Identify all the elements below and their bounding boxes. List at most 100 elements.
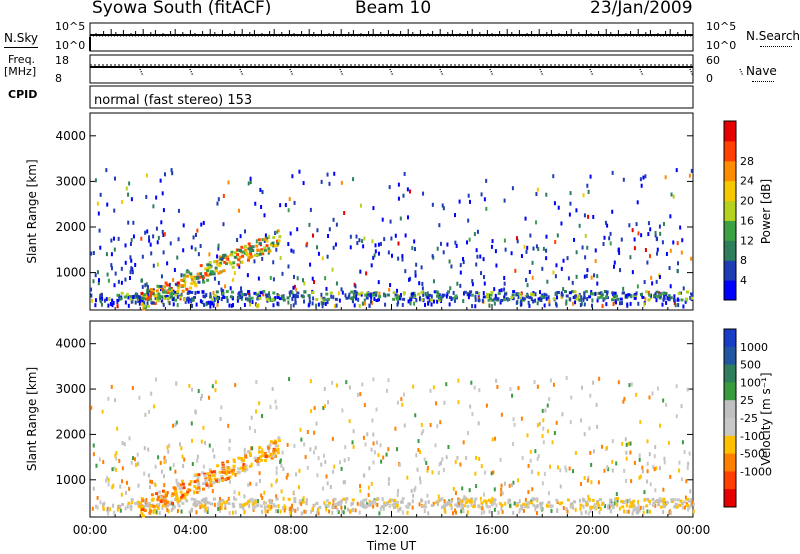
echo-cell: [354, 284, 357, 289]
echo-cell: [375, 292, 378, 297]
echo-cell: [588, 295, 592, 299]
echo-cell: [664, 291, 668, 295]
echo-cell: [332, 245, 335, 250]
echo-cell: [635, 222, 638, 227]
echo-cell: [115, 467, 118, 472]
echo-cell: [596, 424, 599, 429]
echo-cell: [263, 490, 266, 495]
echo-cell: [620, 301, 623, 306]
echo-cell: [285, 475, 288, 480]
echo-cell: [140, 236, 143, 241]
echo-cell: [158, 511, 161, 516]
echo-cell: [482, 257, 485, 262]
echo-cell: [193, 485, 197, 489]
echo-cell: [393, 505, 397, 509]
echo-cell: [353, 289, 357, 293]
echo-cell: [681, 238, 684, 243]
echo-cell: [227, 423, 230, 428]
echo-cell: [374, 243, 377, 248]
echo-cell: [217, 271, 221, 275]
echo-cell: [559, 484, 562, 489]
echo-cell: [581, 385, 584, 390]
echo-cell: [123, 442, 126, 447]
echo-cell: [259, 187, 262, 192]
echo-cell: [110, 266, 113, 271]
echo-cell: [191, 462, 194, 467]
echo-cell: [384, 503, 388, 507]
echo-cell: [384, 293, 387, 298]
echo-cell: [571, 469, 574, 474]
echo-cell: [176, 255, 179, 260]
echo-cell: [173, 268, 176, 273]
echo-cell: [209, 292, 212, 297]
echo-cell: [263, 246, 267, 250]
echo-cell: [275, 247, 278, 252]
echo-cell: [583, 302, 586, 307]
velocity-colorbar-tick: -25: [740, 412, 758, 425]
echo-cell: [686, 465, 689, 470]
echo-cell: [400, 500, 404, 504]
echo-cell: [230, 469, 234, 473]
echo-cell: [470, 499, 473, 504]
echo-cell: [514, 268, 517, 273]
echo-cell: [445, 294, 448, 299]
echo-cell: [345, 296, 349, 300]
echo-cell: [155, 195, 158, 200]
echo-cell: [579, 503, 583, 507]
noise-tick-left-top: 10^5: [55, 20, 85, 33]
echo-cell: [512, 480, 515, 485]
echo-cell: [564, 465, 567, 470]
echo-cell: [352, 429, 355, 434]
echo-cell: [509, 387, 512, 392]
echo-cell: [471, 282, 474, 287]
echo-cell: [306, 465, 309, 470]
echo-cell: [207, 475, 211, 479]
echo-cell: [342, 510, 345, 515]
echo-cell: [565, 294, 569, 298]
echo-cell: [320, 292, 323, 297]
echo-cell: [105, 168, 108, 173]
echo-cell: [662, 487, 665, 492]
echo-cell: [112, 300, 115, 305]
echo-cell: [134, 462, 137, 467]
echo-cell: [152, 263, 155, 268]
echo-cell: [475, 291, 479, 295]
velocity-colorbar-cell: [724, 382, 736, 401]
echo-cell: [435, 401, 438, 406]
echo-cell: [474, 471, 477, 476]
echo-cell: [201, 504, 205, 508]
echo-cell: [586, 268, 589, 273]
echo-cell: [107, 511, 110, 516]
echo-cell: [262, 292, 265, 297]
echo-cell: [116, 299, 119, 304]
echo-cell: [432, 501, 435, 506]
velocity-ytick-label: 4000: [55, 337, 86, 351]
echo-cell: [182, 248, 185, 253]
echo-cell: [438, 293, 441, 298]
echo-cell: [108, 297, 111, 302]
echo-cell: [381, 505, 385, 509]
echo-cell: [500, 504, 504, 508]
echo-cell: [105, 252, 108, 257]
echo-cell: [401, 510, 404, 515]
echo-cell: [197, 280, 201, 284]
echo-cell: [334, 504, 337, 509]
echo-cell: [258, 471, 261, 476]
echo-cell: [120, 291, 124, 295]
echo-cell: [578, 223, 581, 228]
echo-cell: [261, 509, 264, 514]
echo-cell: [224, 503, 227, 508]
echo-cell: [216, 464, 220, 468]
echo-cell: [587, 494, 590, 499]
echo-cell: [399, 293, 402, 298]
echo-cell: [121, 466, 124, 471]
echo-cell: [288, 291, 292, 295]
echo-cell: [129, 297, 133, 301]
power-colorbar-tick: 28: [740, 155, 754, 168]
echo-cell: [377, 242, 380, 247]
echo-cell: [293, 500, 297, 504]
echo-cell: [628, 223, 631, 228]
echo-cell: [598, 498, 602, 502]
echo-cell: [279, 509, 282, 514]
echo-cell: [388, 500, 392, 504]
